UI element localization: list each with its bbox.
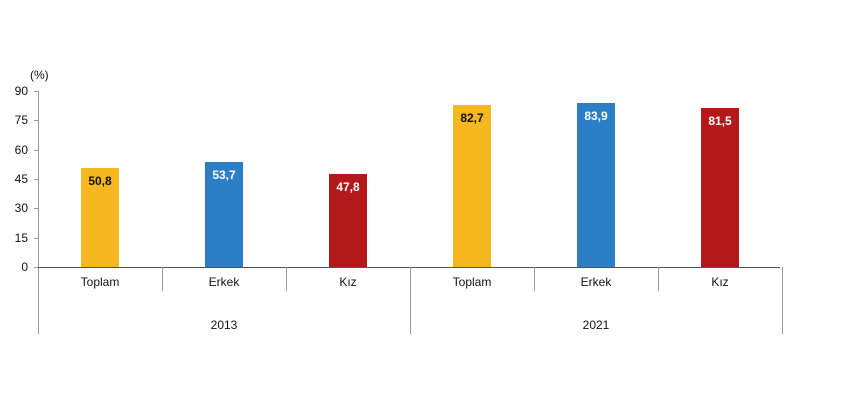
y-tick-label: 75 bbox=[14, 113, 28, 128]
x-category-label: Kız bbox=[339, 275, 357, 289]
y-tick-mark bbox=[34, 267, 38, 268]
x-category-label: Kız bbox=[711, 275, 729, 289]
x-group-label: 2013 bbox=[210, 318, 238, 332]
y-tick-label: 0 bbox=[21, 260, 28, 274]
y-tick-mark bbox=[34, 237, 38, 239]
bar-value-label: 50,8 bbox=[88, 173, 112, 188]
y-axis-unit: (%) bbox=[30, 68, 49, 82]
category-divider bbox=[162, 267, 163, 291]
y-tick-label: 60 bbox=[14, 142, 28, 157]
y-tick-mark bbox=[34, 149, 38, 151]
y-tick-label: 45 bbox=[14, 172, 28, 186]
bar-2021-erkek: 83,9 bbox=[577, 102, 615, 267]
y-axis-line bbox=[38, 91, 39, 334]
x-category-label: Toplam bbox=[452, 275, 492, 289]
x-category-label: Toplam bbox=[80, 275, 120, 289]
bar-2021-toplam: 82,7 bbox=[453, 105, 491, 267]
bar-value-label: 83,9 bbox=[584, 108, 608, 123]
category-divider bbox=[658, 267, 659, 291]
y-tick-label: 15 bbox=[14, 230, 28, 245]
y-tick-mark bbox=[34, 91, 38, 92]
y-tick-label: 90 bbox=[14, 84, 28, 98]
x-category-label: Erkek bbox=[208, 275, 240, 289]
group-divider bbox=[782, 267, 783, 334]
bar-2013-erkek: 53,7 bbox=[205, 161, 243, 267]
category-divider bbox=[534, 267, 535, 291]
x-axis-line bbox=[38, 267, 780, 268]
y-tick-mark bbox=[34, 179, 38, 180]
y-tick-label: 30 bbox=[14, 201, 28, 216]
bar-value-label: 82,7 bbox=[460, 111, 484, 126]
bar-2021-kız: 81,5 bbox=[701, 107, 739, 267]
y-tick-mark bbox=[34, 120, 38, 122]
category-divider bbox=[286, 267, 287, 291]
x-category-label: Erkek bbox=[580, 275, 612, 289]
x-group-label: 2021 bbox=[582, 318, 610, 332]
bar-value-label: 81,5 bbox=[708, 113, 732, 128]
bar-2013-toplam: 50,8 bbox=[81, 167, 119, 267]
bar-2013-kız: 47,8 bbox=[329, 173, 367, 267]
group-divider bbox=[410, 267, 411, 334]
bar-value-label: 47,8 bbox=[336, 179, 360, 194]
bar-value-label: 53,7 bbox=[212, 167, 236, 182]
y-tick-mark bbox=[34, 208, 38, 210]
